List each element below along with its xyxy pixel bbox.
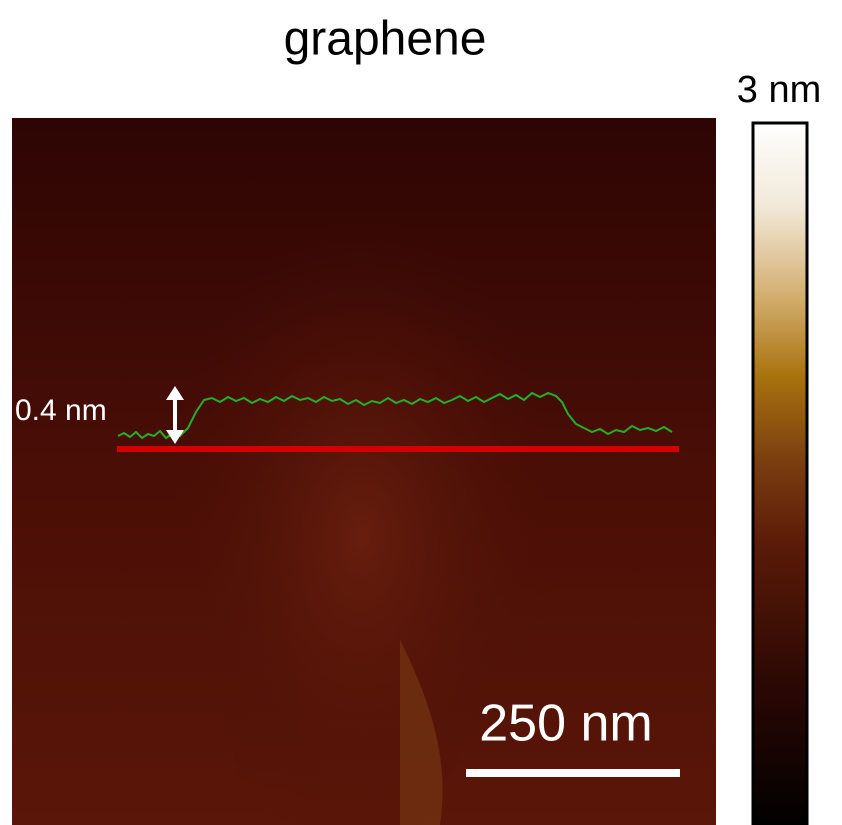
height-profile <box>117 391 673 440</box>
colorbar <box>751 121 809 825</box>
title: graphene <box>284 13 487 66</box>
arrow-head <box>166 386 184 400</box>
graphene-flake <box>170 185 570 825</box>
height-annotation: 0.4 nm <box>15 394 107 427</box>
arrow-head <box>166 430 184 444</box>
colorbar-label: 3 nm <box>737 69 821 111</box>
scale-bar-label: 250 nm <box>479 695 652 753</box>
bright-region <box>400 640 443 825</box>
